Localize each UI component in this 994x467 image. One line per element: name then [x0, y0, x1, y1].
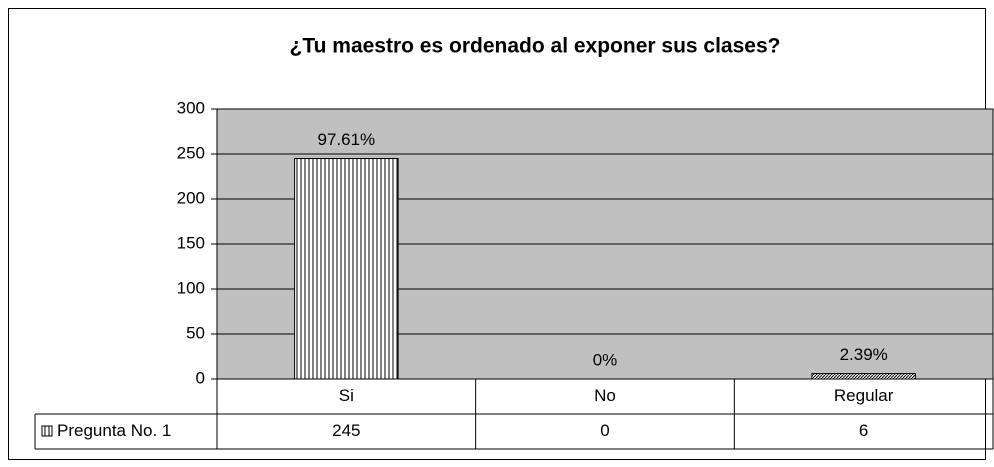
y-tick-label: 300: [177, 98, 205, 117]
y-tick-label: 100: [177, 278, 205, 297]
data-label: 2.39%: [840, 345, 888, 364]
table-value: 0: [600, 421, 609, 440]
y-tick-label: 250: [177, 143, 205, 162]
table-value: 245: [332, 421, 360, 440]
table-value: 6: [859, 421, 868, 440]
data-label: 97.61%: [317, 130, 375, 149]
x-tick-label: No: [594, 386, 616, 405]
legend-label: Pregunta No. 1: [57, 421, 171, 440]
data-label: 0%: [593, 350, 618, 369]
y-tick-label: 200: [177, 188, 205, 207]
legend-key: [41, 425, 53, 437]
chart-title: ¿Tu maestro es ordenado al exponer sus c…: [290, 35, 781, 58]
y-tick-label: 150: [177, 233, 205, 252]
x-tick-label: Regular: [834, 386, 894, 405]
y-tick-label: 50: [186, 323, 205, 342]
y-tick-label: 0: [196, 368, 205, 387]
bar: [811, 373, 916, 380]
bar: [294, 158, 399, 380]
x-tick-label: Si: [339, 386, 354, 405]
